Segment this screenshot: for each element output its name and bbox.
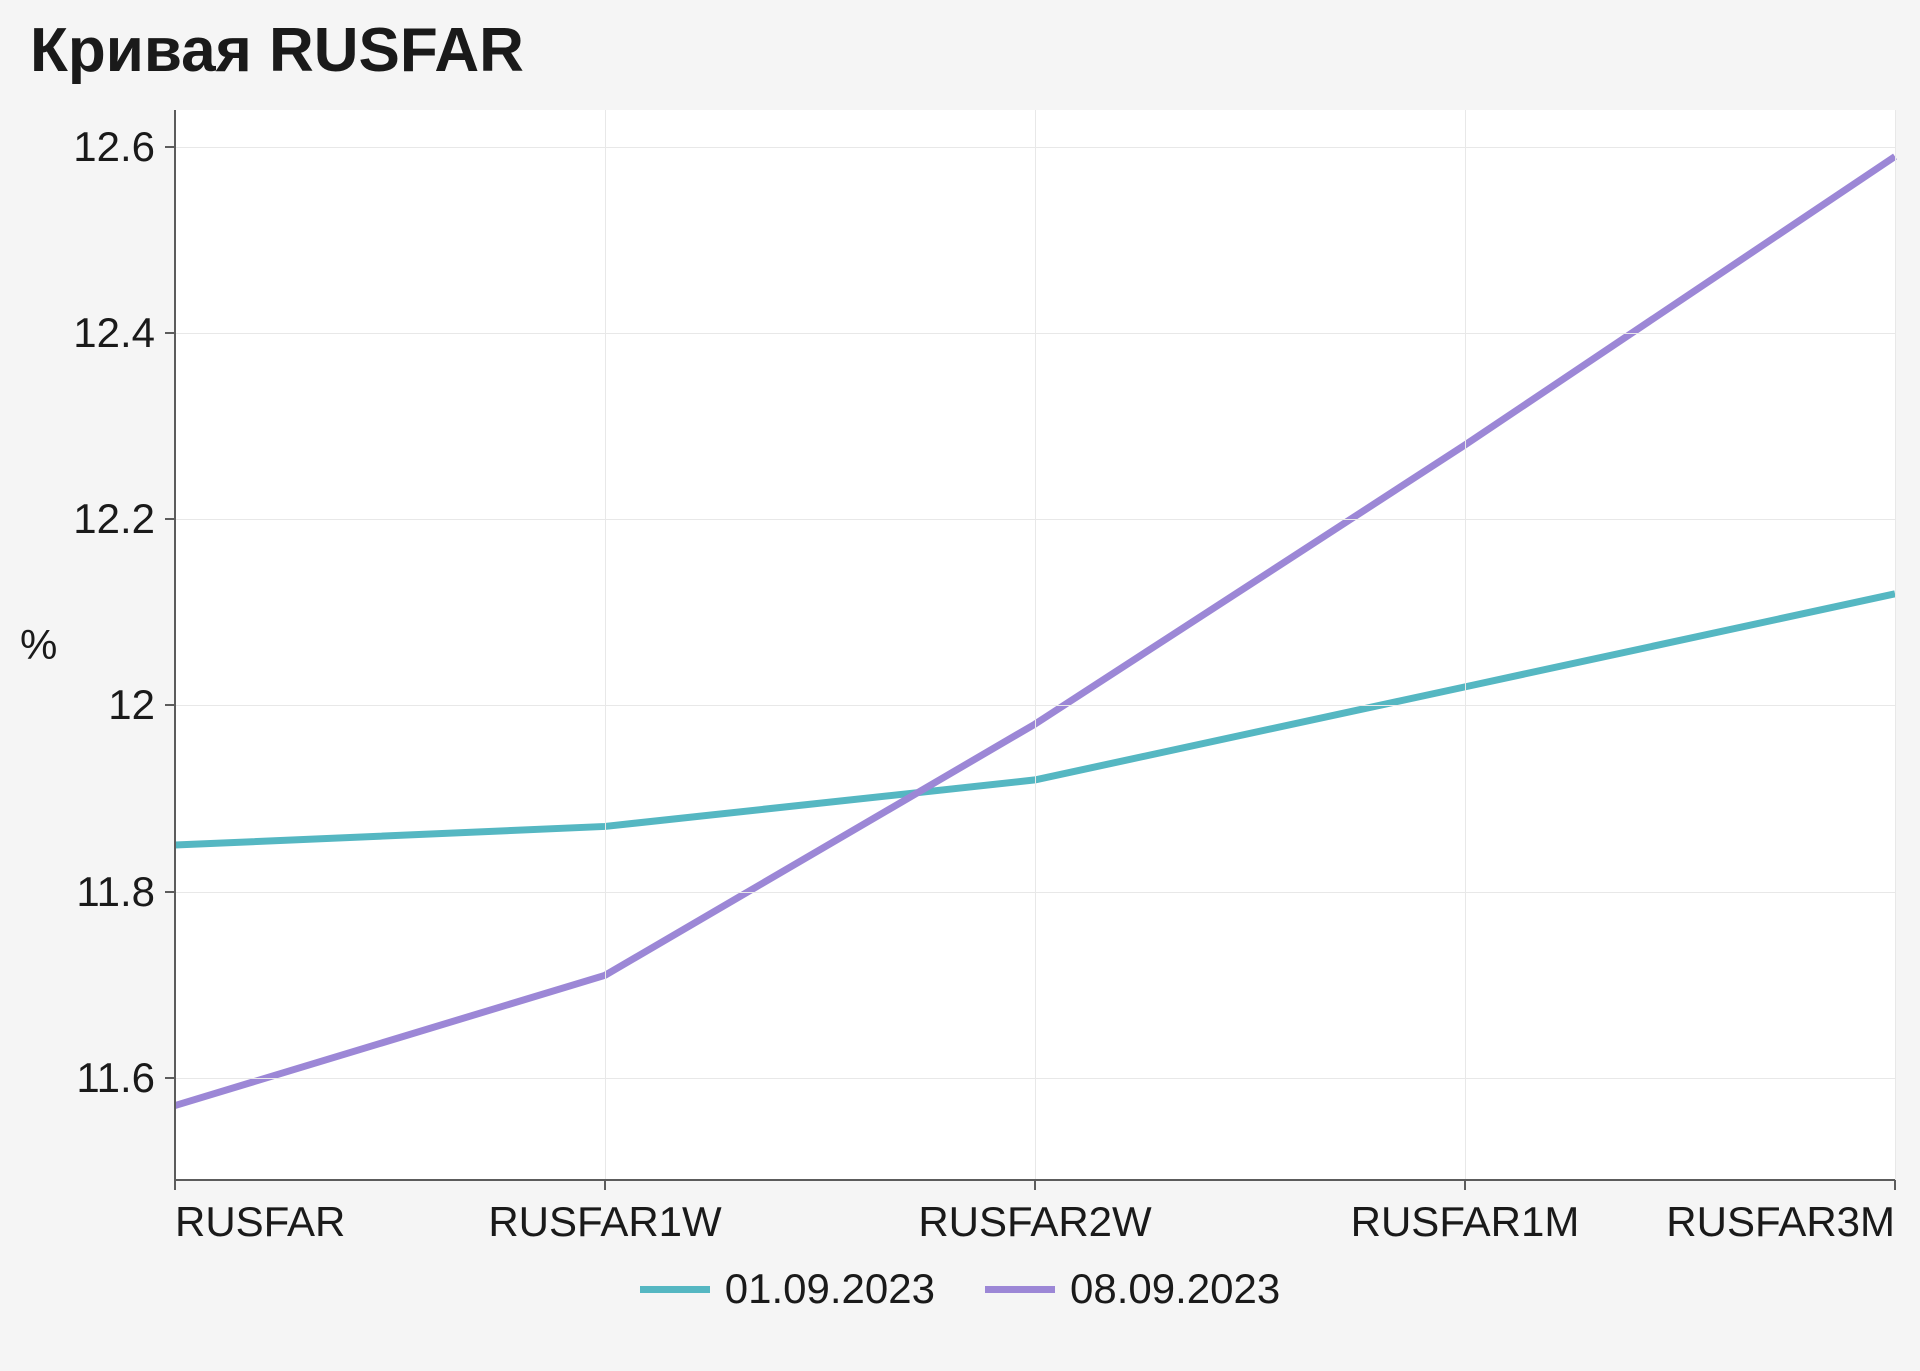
grid-line-vertical [1465,110,1466,1180]
grid-line-vertical [1895,110,1896,1180]
grid-line-horizontal [175,892,1895,893]
grid-line-horizontal [175,705,1895,706]
y-axis-label: 12.6 [73,123,155,171]
chart-container: Кривая RUSFAR % 01.09.2023 08.09.2023 RUS… [0,0,1920,1371]
y-tick [165,891,175,893]
y-axis-label: 12.2 [73,495,155,543]
y-axis-label: 11.8 [76,868,155,916]
grid-line-horizontal [175,1078,1895,1079]
chart-title: Кривая RUSFAR [30,15,524,86]
x-tick [1464,1180,1466,1190]
legend-swatch [985,1286,1055,1293]
x-axis-label: RUSFAR3M [1666,1198,1895,1246]
grid-line-horizontal [175,333,1895,334]
x-axis-label: RUSFAR1W [488,1198,721,1246]
x-tick [1894,1180,1896,1190]
y-axis-label: 12 [108,681,155,729]
y-axis-label: 12.4 [73,309,155,357]
y-tick [165,146,175,148]
legend-label: 01.09.2023 [725,1265,935,1313]
plot-area [175,110,1895,1180]
y-axis-line [174,110,176,1180]
legend: 01.09.2023 08.09.2023 [0,1265,1920,1313]
legend-swatch [640,1286,710,1293]
x-axis-label: RUSFAR [175,1198,345,1246]
x-axis-label: RUSFAR2W [918,1198,1151,1246]
y-tick [165,1077,175,1079]
legend-label: 08.09.2023 [1070,1265,1280,1313]
x-tick [604,1180,606,1190]
y-axis-title: % [20,621,57,669]
y-tick [165,518,175,520]
grid-line-horizontal [175,519,1895,520]
y-tick [165,704,175,706]
legend-item: 01.09.2023 [640,1265,935,1313]
x-axis-label: RUSFAR1M [1351,1198,1580,1246]
grid-line-vertical [605,110,606,1180]
x-tick [174,1180,176,1190]
grid-line-horizontal [175,147,1895,148]
legend-item: 08.09.2023 [985,1265,1280,1313]
grid-line-vertical [1035,110,1036,1180]
y-axis-label: 11.6 [76,1054,155,1102]
x-tick [1034,1180,1036,1190]
y-tick [165,332,175,334]
